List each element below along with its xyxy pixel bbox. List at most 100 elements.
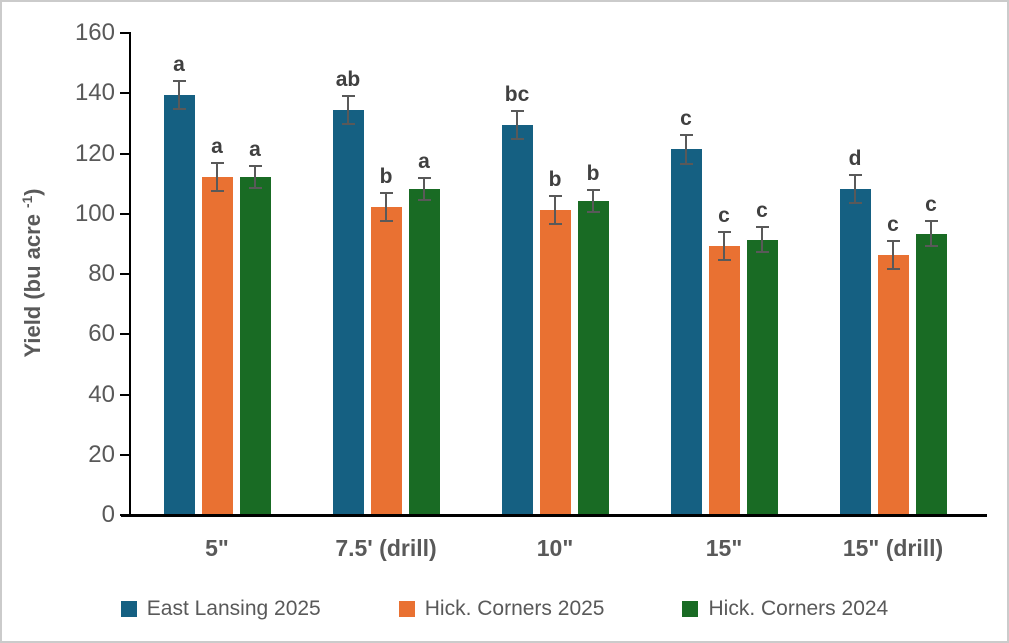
bar: [332, 110, 364, 514]
y-axis-line: [129, 32, 131, 517]
sig-letter: c: [887, 212, 899, 236]
error-bar-cap-top: [417, 176, 431, 179]
error-bar-line: [761, 226, 763, 254]
x-axis-line: [121, 514, 987, 517]
error-bar-cap-top: [510, 110, 524, 113]
sig-letter: a: [173, 53, 185, 77]
error-bar-cap-top: [717, 230, 731, 233]
error-bar-line: [592, 188, 594, 213]
sig-letter: c: [680, 107, 692, 131]
error-bar-cap-top: [924, 220, 938, 223]
legend-label: Hick. Corners 2024: [708, 597, 889, 620]
error-bar-cap-top: [586, 188, 600, 191]
bar: [877, 254, 909, 514]
bar: [201, 176, 233, 514]
y-tick-label: 120: [74, 139, 115, 167]
legend-swatch: [682, 601, 699, 617]
error-bar-cap-bottom: [248, 186, 262, 189]
bar: [746, 239, 778, 514]
sig-letter: c: [925, 193, 937, 217]
error-bar-cap-bottom: [548, 222, 562, 225]
bar: [839, 188, 871, 514]
error-bar-cap-bottom: [886, 267, 900, 270]
error-bar-cap-top: [548, 194, 562, 197]
y-tick-mark: [120, 393, 129, 396]
bar: [708, 245, 740, 514]
chart-legend: East Lansing 2025 Hick. Corners 2025 Hick.…: [2, 597, 1007, 621]
legend-item: East Lansing 2025: [120, 597, 321, 621]
x-category-label: 15": [705, 535, 743, 561]
error-bar-cap-bottom: [341, 123, 355, 126]
sig-letter: a: [211, 134, 223, 158]
sig-letter: b: [586, 161, 600, 185]
error-bar-line: [723, 230, 725, 261]
legend-label: East Lansing 2025: [146, 597, 321, 620]
legend-item: Hick. Corners 2025: [398, 597, 604, 621]
error-bar-line: [554, 194, 556, 225]
y-tick-mark: [120, 273, 129, 275]
x-category-label: 5": [205, 535, 229, 561]
bar: [915, 233, 947, 514]
bar: [670, 149, 702, 514]
x-category-label: 10": [536, 535, 574, 561]
y-tick-label: 80: [88, 260, 115, 287]
sig-letter: ab: [335, 68, 361, 92]
bar: [577, 200, 609, 514]
error-bar-cap-bottom: [210, 189, 224, 192]
error-bar-line: [254, 164, 256, 189]
legend-item: Hick. Corners 2024: [682, 597, 888, 621]
error-bar-cap-bottom: [379, 219, 393, 222]
y-tick-label: 60: [88, 320, 115, 348]
y-tick-label: 140: [74, 79, 115, 107]
y-tick-mark: [120, 453, 129, 456]
error-bar-cap-bottom: [417, 198, 431, 201]
error-bar-line: [347, 95, 349, 126]
error-bar-cap-top: [848, 173, 862, 176]
error-bar-cap-bottom: [586, 210, 600, 213]
bar: [370, 206, 402, 514]
error-bar-cap-bottom: [679, 162, 693, 165]
error-bar-line: [423, 176, 425, 201]
error-bar-line: [516, 110, 518, 141]
x-category-label: 7.5' (drill): [335, 535, 437, 561]
bar: [408, 188, 440, 514]
x-category-label: 15" (drill): [842, 535, 944, 561]
error-bar-line: [216, 161, 218, 192]
y-tick-mark: [120, 32, 129, 34]
y-tick-label: 160: [74, 19, 115, 46]
error-bar-cap-top: [341, 95, 355, 98]
error-bar-cap-top: [679, 134, 693, 137]
y-tick-mark: [120, 152, 129, 155]
y-tick-mark: [120, 92, 129, 95]
error-bar-cap-bottom: [848, 201, 862, 204]
error-bar-line: [930, 220, 932, 248]
sig-letter: c: [718, 203, 730, 227]
y-tick-mark: [120, 212, 129, 215]
sig-letter: bc: [504, 83, 530, 107]
error-bar-cap-top: [379, 191, 393, 194]
error-bar-line: [385, 191, 387, 222]
error-bar-cap-bottom: [510, 138, 524, 141]
error-bar-line: [892, 239, 894, 270]
y-axis-title-close: ): [20, 188, 46, 196]
error-bar-cap-top: [172, 80, 186, 83]
sig-letter: c: [756, 199, 768, 223]
error-bar-cap-top: [248, 164, 262, 167]
error-bar-cap-top: [210, 161, 224, 164]
y-tick-label: 20: [88, 440, 115, 468]
error-bar-cap-top: [886, 239, 900, 242]
error-bar-cap-top: [755, 226, 769, 229]
error-bar-cap-bottom: [755, 251, 769, 254]
error-bar-line: [178, 80, 180, 111]
y-tick-label: 100: [74, 199, 115, 227]
error-bar-cap-bottom: [924, 245, 938, 248]
legend-swatch: [120, 601, 137, 617]
error-bar-cap-bottom: [172, 108, 186, 111]
sig-letter: a: [249, 137, 261, 161]
error-bar-line: [854, 173, 856, 204]
y-tick-label: 40: [88, 380, 115, 408]
y-tick-mark: [120, 333, 129, 336]
sig-letter: a: [418, 149, 430, 173]
sig-letter: b: [548, 167, 562, 191]
